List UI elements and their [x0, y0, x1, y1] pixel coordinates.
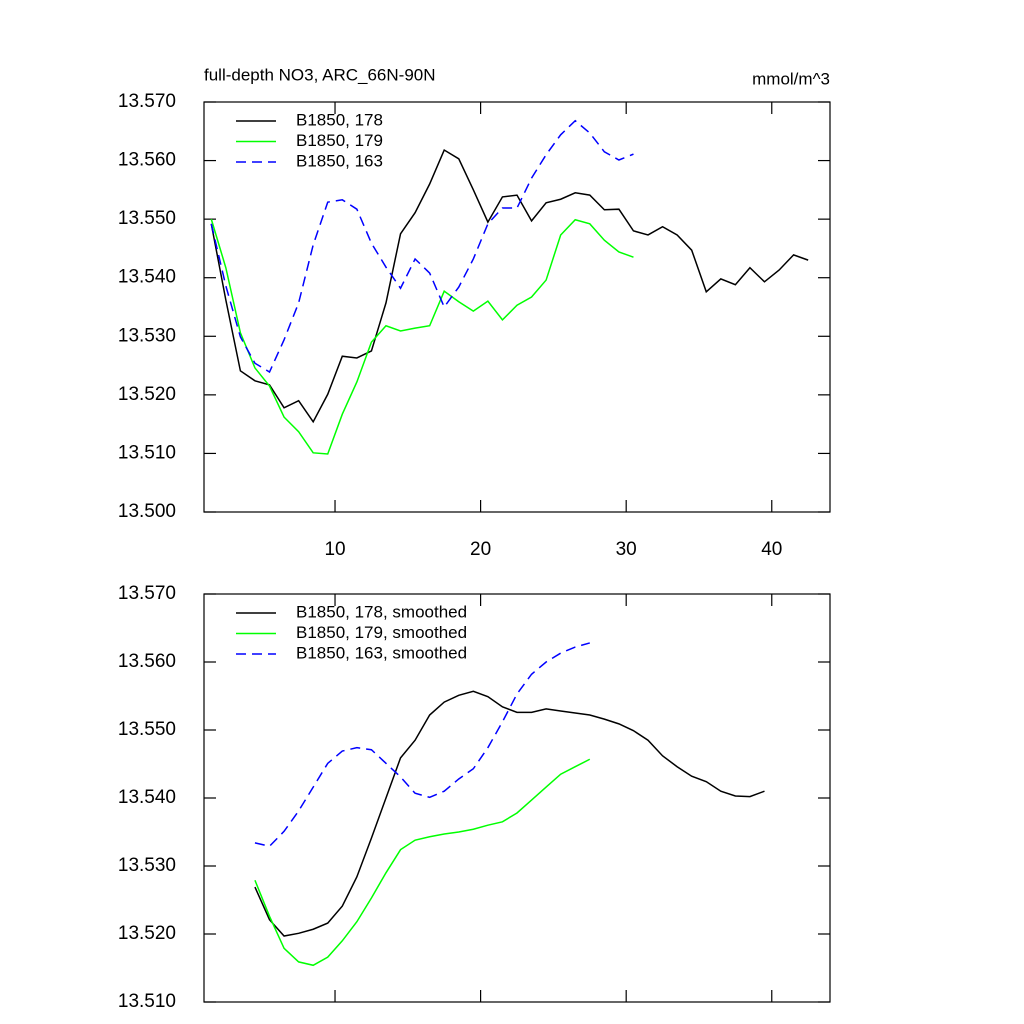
y-tick-label: 13.560	[118, 651, 176, 672]
legend-label: B1850, 179, smoothed	[296, 623, 467, 642]
y-tick-label: 13.540	[118, 787, 176, 808]
legend-label: B1850, 178	[296, 110, 383, 129]
y-tick-label: 13.530	[118, 325, 176, 346]
series-line	[210, 119, 634, 374]
y-tick-label: 13.500	[118, 501, 176, 522]
series-line	[210, 218, 634, 455]
legend-label: B1850, 178, smoothed	[296, 602, 467, 621]
series-line	[210, 148, 809, 424]
plot-frame	[203, 101, 831, 513]
legend-label: B1850, 163, smoothed	[296, 643, 467, 662]
y-tick-label: 13.520	[118, 384, 176, 405]
y-tick-label: 13.540	[118, 267, 176, 288]
y-tick-label: 13.510	[118, 991, 176, 1012]
x-tick-label: 20	[470, 539, 491, 560]
y-tick-label: 13.510	[118, 442, 176, 463]
y-tick-label: 13.520	[118, 923, 176, 944]
series-line	[254, 690, 765, 937]
units-label: mmol/m^3	[752, 69, 830, 88]
y-tick-label: 13.570	[118, 91, 176, 112]
y-tick-label: 13.560	[118, 150, 176, 171]
y-tick-label: 13.550	[118, 208, 176, 229]
x-tick-label: 10	[324, 539, 345, 560]
y-tick-label: 13.550	[118, 719, 176, 740]
y-tick-label: 13.530	[118, 855, 176, 876]
legend-label: B1850, 163	[296, 151, 383, 170]
series-line	[254, 758, 591, 967]
series-line	[254, 642, 590, 848]
x-tick-label: 30	[616, 539, 637, 560]
y-tick-label: 13.570	[118, 583, 176, 604]
legend-label: B1850, 179	[296, 131, 383, 150]
chart-title: full-depth NO3, ARC_66N-90N	[204, 65, 436, 84]
x-tick-label: 40	[761, 539, 782, 560]
